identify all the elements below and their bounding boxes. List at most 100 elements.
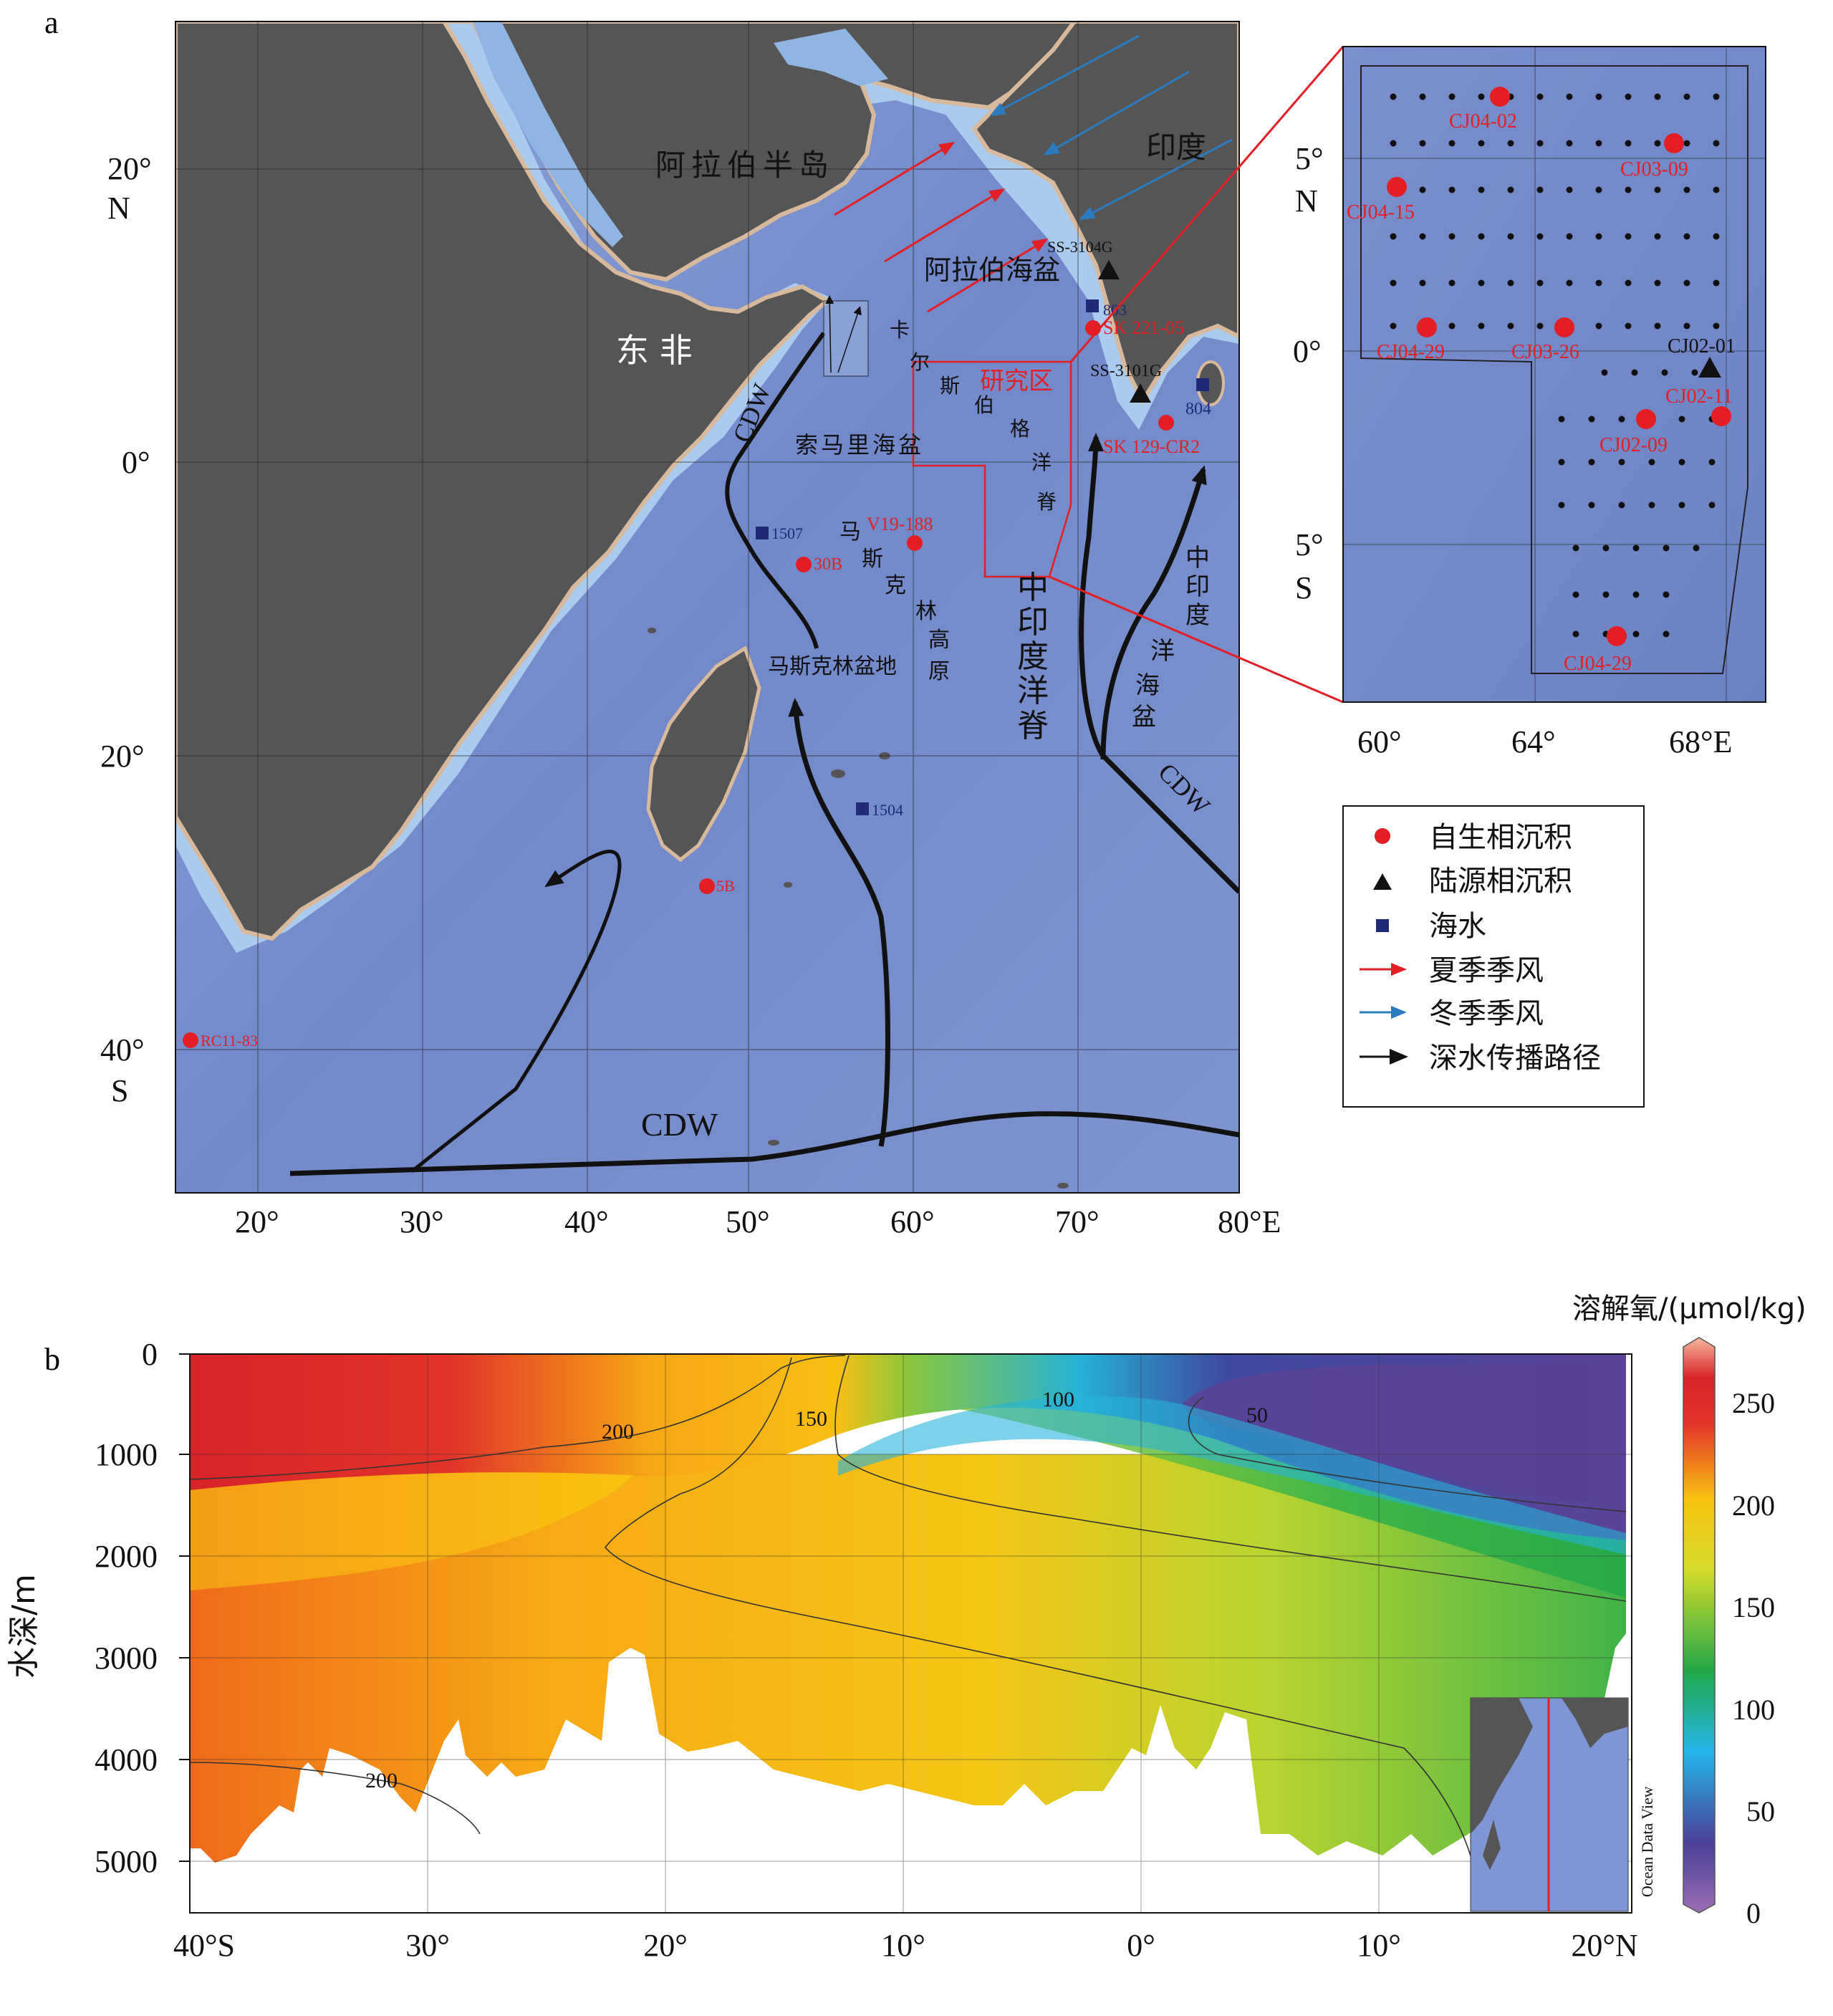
sample-grid-dot [1419, 93, 1426, 100]
sample-grid-dot [1588, 501, 1595, 509]
map-grid [175, 21, 1239, 1193]
sample-grid-dot [1678, 416, 1685, 423]
main-map [175, 21, 1239, 1193]
sample-grid-dot [1558, 501, 1565, 509]
svg-text:卡: 卡 [890, 318, 910, 342]
sample-grid-dot [1478, 93, 1485, 100]
station-label: SS-3101G [1090, 362, 1162, 380]
svg-text:68°E: 68°E [1669, 724, 1732, 759]
sample-grid-dot [1691, 369, 1698, 376]
sample-grid-dot [1654, 279, 1661, 287]
sample-grid-dot [1448, 140, 1456, 147]
sample-grid-dot [1595, 322, 1602, 330]
station-label: 804 [1185, 400, 1211, 418]
station-marker [796, 557, 812, 572]
station-marker [183, 1032, 198, 1048]
region-east-africa: 东 非 [616, 331, 693, 370]
sample-grid-dot [1536, 186, 1544, 193]
svg-text:CDW: CDW [641, 1106, 718, 1143]
mascarene-plateau-label: 马 斯 克 林 高 原 [839, 519, 950, 684]
svg-text:64°: 64° [1511, 724, 1556, 759]
svg-text:CJ04-15: CJ04-15 [1347, 201, 1415, 224]
station-marker [1158, 415, 1174, 431]
svg-text:克: 克 [885, 573, 906, 598]
inset-map [1343, 47, 1766, 702]
sample-grid-dot [1595, 279, 1602, 287]
svg-text:马: 马 [839, 519, 861, 544]
svg-text:30°: 30° [405, 1928, 450, 1963]
section-grid [190, 1354, 1632, 1913]
legend-label: 夏季季风 [1429, 954, 1544, 987]
svg-text:5°: 5° [1295, 527, 1324, 562]
central-indian-ridge-label: 中 印 度 洋 脊 [1017, 570, 1049, 744]
sample-grid-dot [1632, 591, 1640, 598]
svg-text:洋: 洋 [1150, 637, 1175, 666]
land-madagascar [646, 645, 761, 863]
svg-text:100: 100 [1042, 1388, 1074, 1411]
carlsberg-ridge-label: 卡 尔 斯 伯 格 洋 脊 [890, 318, 1057, 514]
sample-grid-dot [1566, 186, 1573, 193]
sample-grid-dot [1663, 630, 1670, 638]
inset-sample-markers [1387, 87, 1731, 646]
sample-grid-dot [1683, 93, 1690, 100]
panel-a-label: a [44, 5, 59, 40]
sample-grid-dot [1419, 186, 1426, 193]
sample-grid-dot [1507, 322, 1514, 330]
sample-grid-dot [1595, 93, 1602, 100]
station-marker [1086, 299, 1099, 312]
sample-grid-dot [1625, 322, 1632, 330]
svg-text:度: 度 [1017, 638, 1049, 675]
section-location-minimap [1470, 1697, 1629, 1912]
sample-grid-dot [1448, 93, 1456, 100]
svg-text:50: 50 [1746, 1795, 1775, 1828]
inset-frame [1342, 46, 1766, 703]
svg-text:印: 印 [1185, 572, 1210, 601]
sample-grid-dot [1536, 233, 1544, 240]
legend-label: 海水 [1429, 910, 1486, 943]
legend-label: 陆源相沉积 [1429, 865, 1572, 898]
contour-labels: 200 150 100 50 200 [365, 1388, 1268, 1792]
svg-text:200: 200 [365, 1769, 398, 1792]
sample-grid-dot [1448, 279, 1456, 287]
svg-text:斯: 斯 [862, 547, 883, 572]
sample-grid-dot [1478, 279, 1485, 287]
legend-label: 冬季季风 [1429, 997, 1544, 1030]
svg-text:70°: 70° [1055, 1204, 1100, 1239]
svg-text:2000: 2000 [95, 1539, 158, 1574]
svg-text:脊: 脊 [1036, 490, 1057, 514]
svg-text:60°: 60° [890, 1204, 935, 1239]
sample-grid-dot [1572, 591, 1579, 598]
svg-text:伯: 伯 [974, 393, 994, 417]
station-marker [1196, 378, 1209, 391]
sample-grid-dot [1572, 630, 1579, 638]
svg-text:50: 50 [1246, 1403, 1268, 1427]
sample-grid-dot [1419, 140, 1426, 147]
sample-grid-dot [1448, 233, 1456, 240]
svg-text:0°: 0° [1127, 1928, 1155, 1963]
station-label: SK 129-CR2 [1103, 436, 1200, 457]
sample-grid-dot [1507, 186, 1514, 193]
red-sea [473, 21, 623, 247]
sample-grid-dot [1625, 93, 1632, 100]
summer-monsoon-arrows [834, 141, 1049, 313]
svg-text:原: 原 [928, 659, 950, 684]
svg-text:中: 中 [1185, 544, 1210, 572]
svg-text:洋: 洋 [1031, 451, 1052, 474]
svg-text:40°S: 40°S [173, 1928, 235, 1963]
map-lat-ticks: 20° N 0° 20° 40° S [100, 151, 152, 1108]
sample-grid-dot [1390, 279, 1397, 287]
section-y-tickmarks [179, 1353, 190, 1862]
svg-text:3000: 3000 [95, 1641, 158, 1676]
sample-grid-dot [1713, 322, 1720, 330]
svg-text:40°: 40° [100, 1032, 145, 1067]
sample-grid-dot [1713, 93, 1720, 100]
sample-grid-dot [1683, 279, 1690, 287]
svg-text:100: 100 [1732, 1694, 1775, 1726]
svg-text:CJ03-09: CJ03-09 [1620, 158, 1688, 181]
inset-grid [1343, 47, 1766, 702]
station-label: 1507 [771, 524, 803, 542]
sample-grid-dot [1588, 459, 1595, 466]
station-marker [756, 527, 769, 539]
sample-grid-dot [1478, 186, 1485, 193]
